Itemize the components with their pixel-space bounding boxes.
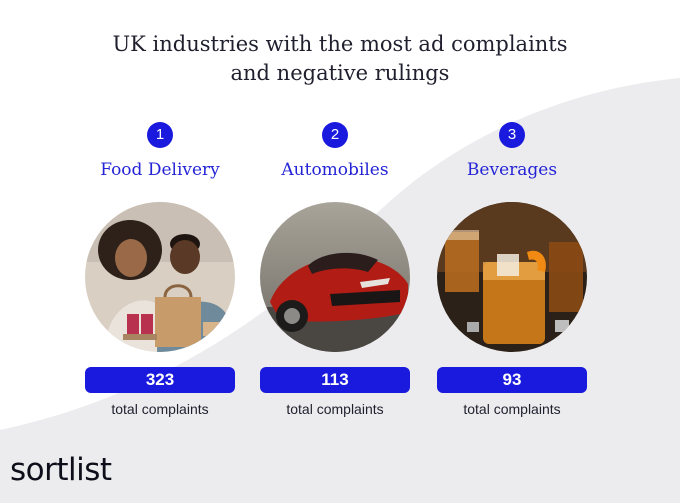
industry-card-food-delivery: 1 Food Delivery 323 total complaints — [80, 122, 240, 417]
beverages-photo — [437, 202, 587, 352]
industry-card-beverages: 3 Beverages 93 total complaints — [432, 122, 592, 417]
industry-name: Beverages — [466, 160, 558, 180]
automobile-photo — [260, 202, 410, 352]
count-caption: total complaints — [286, 401, 384, 417]
complaint-count: 323 — [85, 367, 235, 393]
rank-badge: 3 — [499, 122, 525, 148]
count-caption: total complaints — [111, 401, 209, 417]
food-delivery-photo — [85, 202, 235, 352]
page-title: UK industries with the most ad complaint… — [0, 30, 680, 88]
industry-name: Automobiles — [281, 160, 389, 180]
industry-name: Food Delivery — [100, 160, 220, 180]
industry-card-automobiles: 2 Automobiles 113 total complaints — [255, 122, 415, 417]
sortlist-logo: sortlist — [10, 452, 112, 488]
complaint-count: 93 — [437, 367, 587, 393]
rank-badge: 1 — [147, 122, 173, 148]
title-line-1: UK industries with the most ad complaint… — [112, 32, 568, 56]
rank-badge: 2 — [322, 122, 348, 148]
title-line-2: and negative rulings — [230, 61, 450, 85]
count-caption: total complaints — [463, 401, 561, 417]
complaint-count: 113 — [260, 367, 410, 393]
